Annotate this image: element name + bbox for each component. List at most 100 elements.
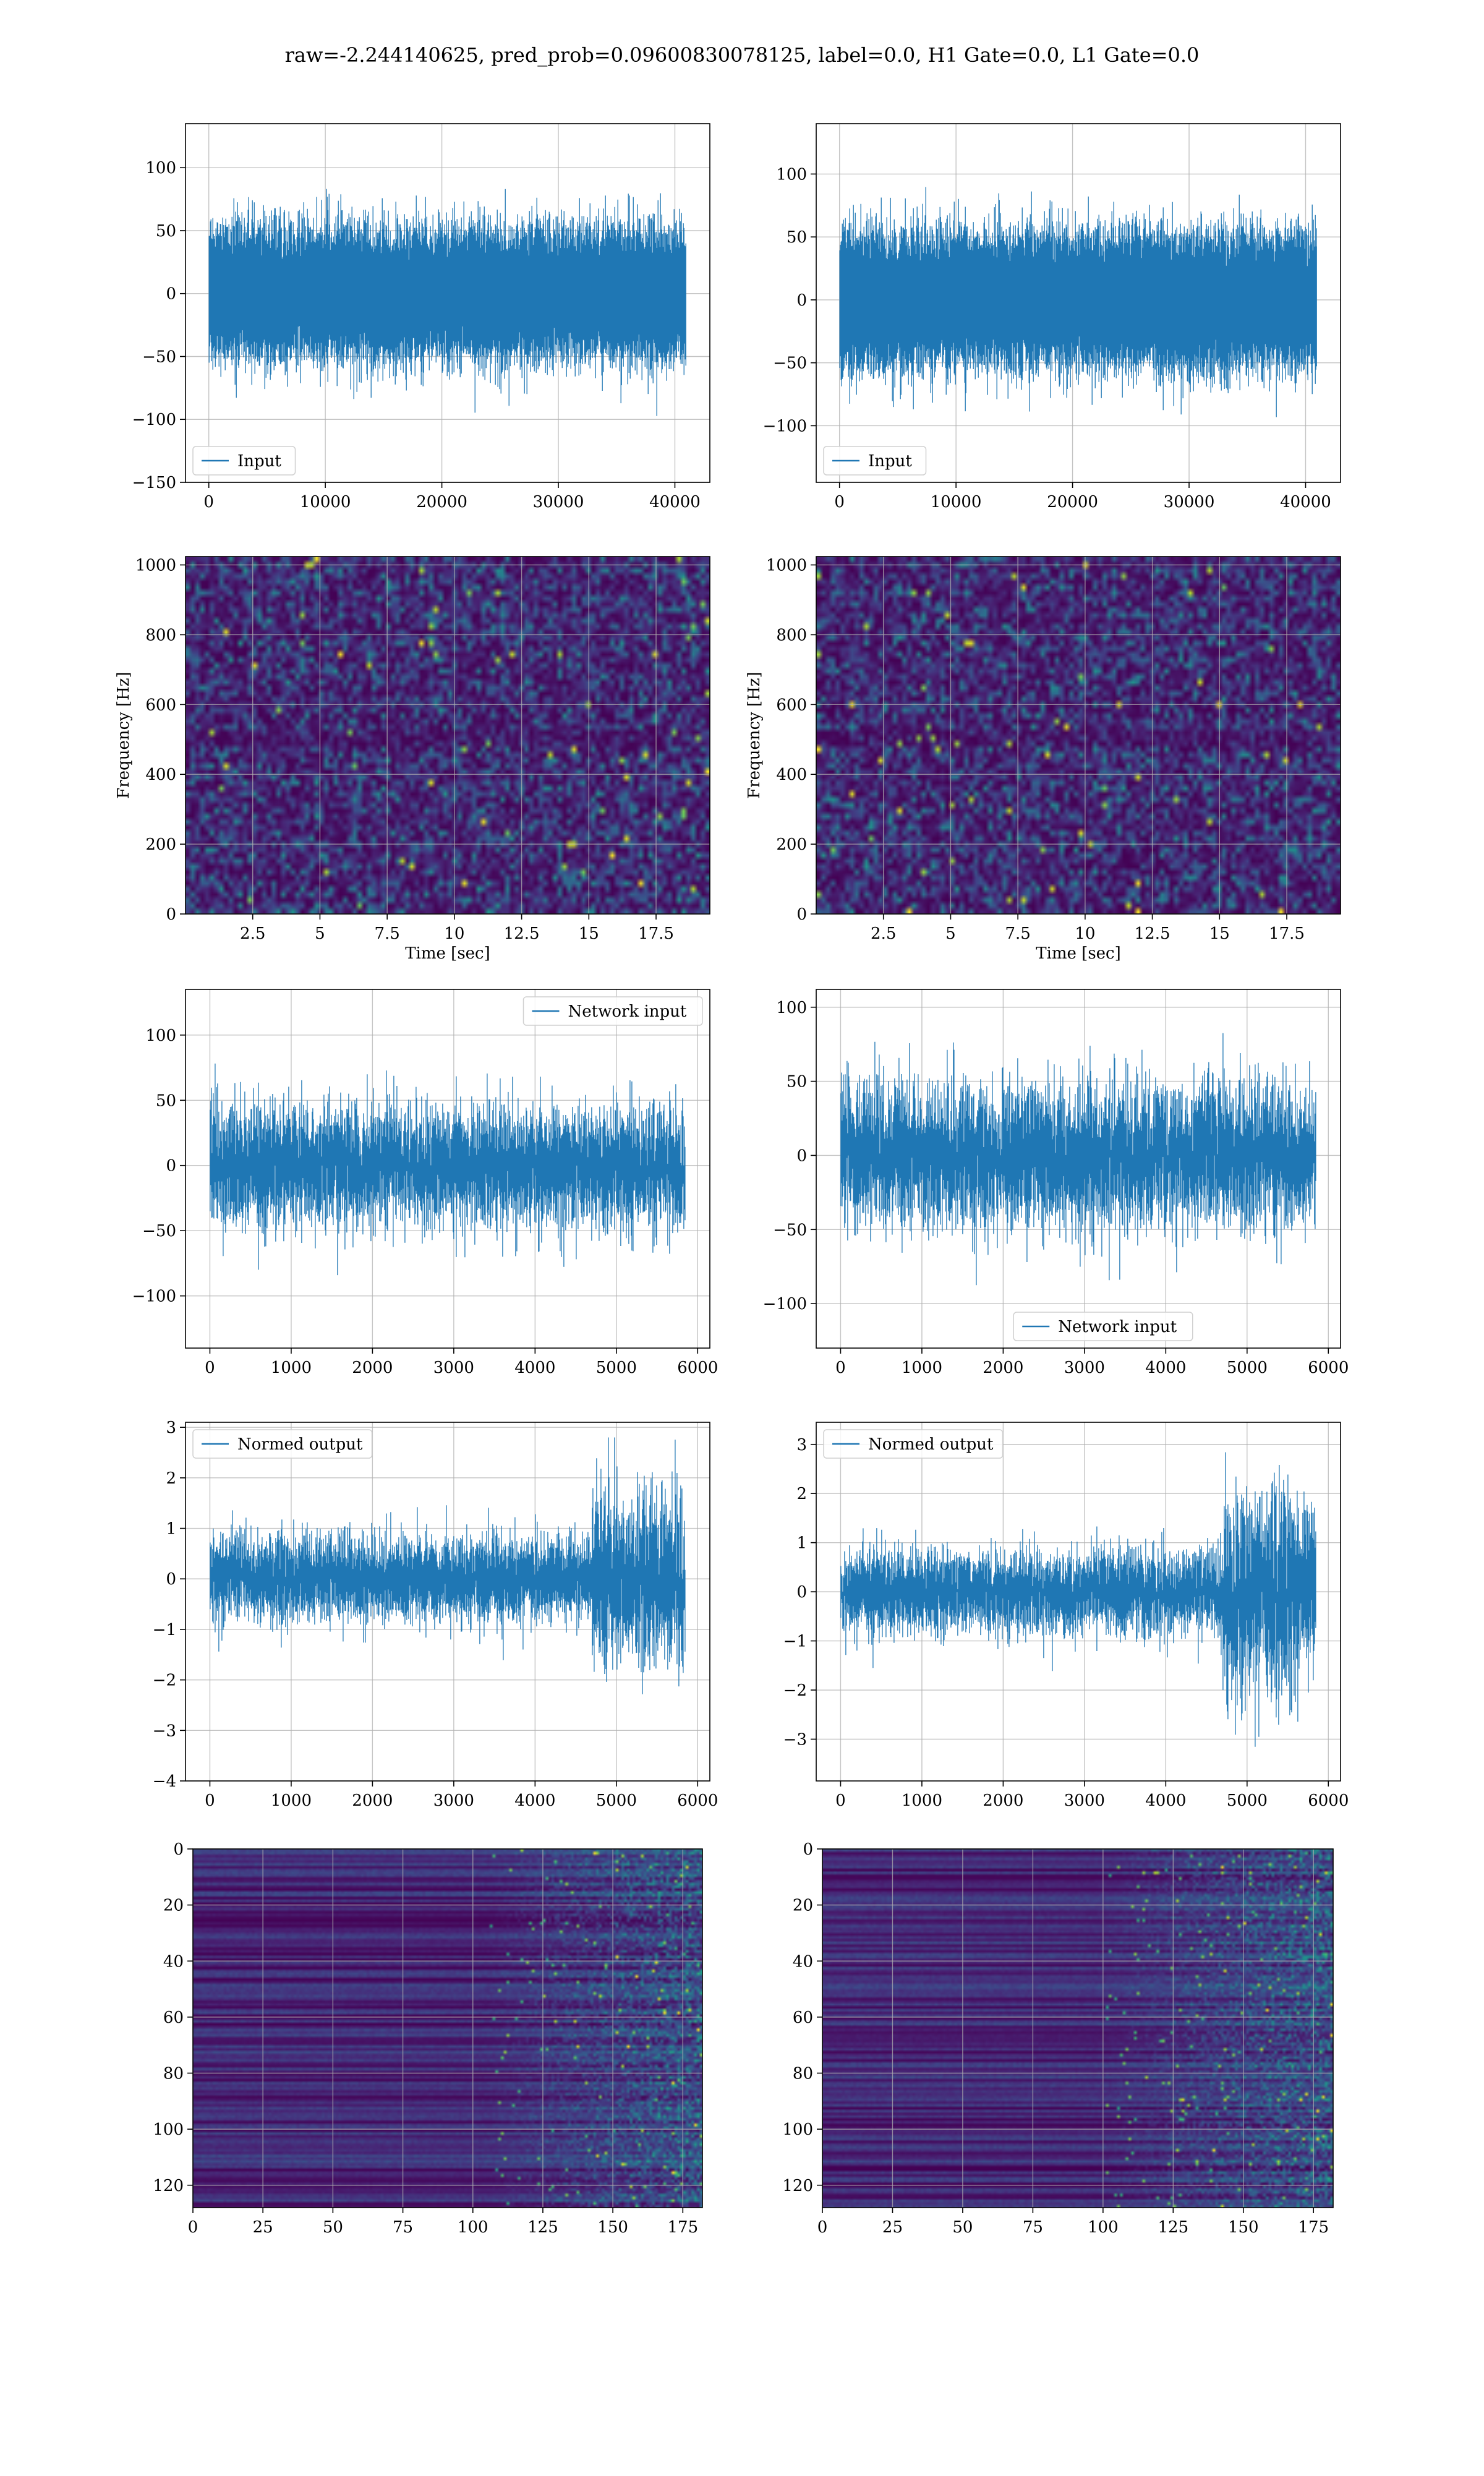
x-tick-label: 5000: [596, 1791, 637, 1810]
y-tick-label: −100: [763, 1295, 807, 1313]
x-tick-label: 0: [817, 2218, 828, 2237]
y-tick-label: 40: [163, 1952, 184, 1971]
x-tick-label: 3000: [1064, 1359, 1105, 1377]
legend: Network input: [522, 996, 703, 1026]
axes-frame: [822, 1848, 1334, 2208]
y-tick-label: 400: [145, 766, 176, 784]
y-tick-label: 2: [796, 1485, 807, 1503]
legend-label: Normed output: [868, 1435, 994, 1454]
y-tick-label: 0: [166, 285, 176, 304]
y-tick-label: 1: [796, 1534, 807, 1553]
y-tick-label: 200: [145, 835, 176, 854]
y-tick-label: 100: [782, 2120, 813, 2139]
y-tick-label: 0: [796, 291, 807, 310]
legend-box: [522, 996, 703, 1026]
spectrogram-image: [186, 557, 710, 914]
y-tick-label: 120: [153, 2177, 184, 2195]
y-tick-label: 0: [166, 1157, 176, 1176]
y-tick-label: 0: [173, 1840, 184, 1859]
y-tick-label: 1000: [135, 557, 176, 575]
x-tick-label: 25: [882, 2218, 903, 2237]
axes-frame: [816, 123, 1341, 483]
x-tick-label: 0: [203, 493, 214, 511]
legend-label: Normed output: [237, 1435, 363, 1454]
legend-box: [1013, 1312, 1193, 1341]
y-tick-label: 3: [166, 1419, 176, 1437]
x-tick-label: 150: [597, 2218, 628, 2237]
series-input: [208, 189, 686, 416]
y-tick-label: 40: [793, 1952, 813, 1971]
spectrogram-image: [816, 557, 1341, 914]
x-axis-label: Time [sec]: [1036, 944, 1121, 963]
feature-map-image: [193, 1849, 702, 2208]
x-tick-label: 150: [1228, 2218, 1259, 2237]
axes-frame: [192, 1848, 703, 2208]
axes-frame: [185, 1422, 710, 1782]
series-input: [839, 187, 1317, 417]
y-tick-label: 20: [163, 1897, 184, 1915]
chart-l1-input: 0 10000 20000 30000 40000 −100 −50 0 50 100 Input: [763, 123, 1341, 511]
legend: Network input: [1013, 1312, 1193, 1341]
x-tick-label: 4000: [1145, 1791, 1186, 1810]
x-tick-label: 100: [1088, 2218, 1119, 2237]
x-tick-label: 10: [1075, 924, 1095, 943]
x-tick-label: 2.5: [240, 924, 265, 943]
x-tick-label: 15: [1209, 924, 1230, 943]
y-tick-label: 0: [796, 1583, 807, 1602]
x-tick-label: 20000: [1047, 493, 1098, 511]
y-tick-label: 200: [776, 835, 807, 854]
y-tick-label: 120: [782, 2177, 813, 2195]
axes-frame: [185, 989, 710, 1349]
y-tick-label: 600: [145, 696, 176, 714]
x-tick-label: 2000: [352, 1359, 393, 1377]
x-tick-label: 40000: [649, 493, 701, 511]
legend: Input: [823, 446, 927, 476]
x-tick-label: 30000: [1164, 493, 1215, 511]
x-tick-label: 0: [205, 1791, 215, 1810]
y-tick-label: 50: [156, 222, 176, 241]
x-tick-label: 2000: [983, 1359, 1023, 1377]
legend: Input: [192, 446, 296, 476]
y-tick-label: 60: [793, 2009, 813, 2027]
x-tick-label: 6000: [1308, 1791, 1349, 1810]
y-tick-label: 400: [776, 766, 807, 784]
x-tick-label: 5000: [596, 1359, 637, 1377]
chart-h1-spectrogram: 2.5 5 7.5 10 12.5 15 17.5 0 200 400 600 800 1000 Time…: [114, 556, 710, 963]
x-tick-label: 175: [1298, 2218, 1329, 2237]
x-tick-label: 15: [579, 924, 599, 943]
x-tick-label: 2000: [983, 1791, 1023, 1810]
legend-label: Network input: [568, 1002, 687, 1021]
x-tick-label: 50: [952, 2218, 973, 2237]
x-tick-label: 6000: [677, 1791, 718, 1810]
y-tick-label: 3: [796, 1436, 807, 1454]
x-tick-label: 7.5: [374, 924, 399, 943]
x-tick-label: 125: [1158, 2218, 1188, 2237]
x-tick-label: 20000: [416, 493, 467, 511]
y-axis-label: Frequency [Hz]: [745, 672, 764, 799]
x-tick-label: 125: [527, 2218, 558, 2237]
x-tick-label: 17.5: [638, 924, 674, 943]
legend: Normed output: [823, 1429, 1004, 1459]
y-tick-label: 1: [166, 1520, 176, 1539]
chart-l1-feature-map: 0 25 50 75 100 125 150 175 0 20 40 60 80 100 120: [782, 1840, 1334, 2237]
x-tick-label: 30000: [533, 493, 584, 511]
y-tick-label: −100: [763, 417, 807, 435]
x-tick-label: 0: [188, 2218, 198, 2237]
y-tick-label: 20: [793, 1897, 813, 1915]
axes-frame: [816, 1422, 1341, 1782]
x-tick-label: 0: [835, 1359, 846, 1377]
x-tick-label: 25: [253, 2218, 273, 2237]
x-tick-label: 75: [1023, 2218, 1043, 2237]
x-tick-label: 5000: [1227, 1359, 1268, 1377]
y-tick-label: 0: [796, 905, 807, 924]
legend-box: [192, 446, 296, 476]
legend-box: [192, 1429, 373, 1459]
x-tick-label: 1000: [902, 1359, 942, 1377]
x-tick-label: 50: [323, 2218, 343, 2237]
legend-box: [823, 1429, 1004, 1459]
x-tick-label: 5: [945, 924, 956, 943]
x-tick-label: 4000: [514, 1359, 555, 1377]
series-normed-output: [210, 1437, 686, 1694]
